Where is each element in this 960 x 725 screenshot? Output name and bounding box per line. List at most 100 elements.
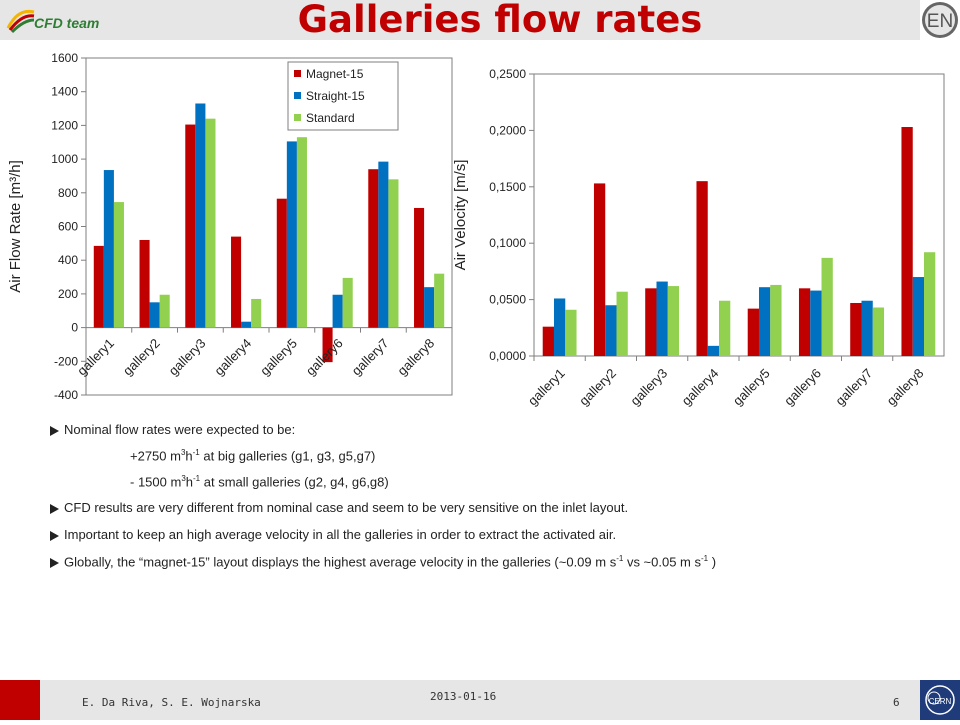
x-tick-label: gallery3 (166, 336, 209, 379)
bar (901, 127, 913, 357)
bar (241, 321, 252, 328)
y-tick-label: 400 (58, 253, 78, 267)
bar (195, 103, 206, 328)
bar (251, 298, 262, 328)
x-tick-label: gallery6 (781, 366, 824, 409)
air-flow-rate-chart: -400 -200 0 200 400 600 800 1000 1200 1400 1600 Air… (0, 44, 460, 404)
y-tick-label: -200 (54, 354, 78, 368)
y-tick-label: 0,2000 (489, 123, 526, 137)
logo-text: CFD team (34, 15, 100, 31)
bar (159, 294, 170, 328)
y-tick-label: 600 (58, 220, 78, 234)
bar (605, 305, 617, 356)
x-tick-label: gallery5 (257, 336, 300, 379)
footer-authors: E. Da Riva, S. E. Wojnarska (82, 696, 261, 709)
x-tick-label: gallery3 (627, 366, 670, 409)
bar (696, 181, 708, 356)
bar (414, 207, 425, 328)
y-tick-label: 0,1000 (489, 236, 526, 250)
x-tick-label: gallery7 (349, 336, 392, 379)
x-tick-label: gallery2 (120, 336, 163, 379)
bar (103, 170, 114, 328)
x-tick-label: gallery8 (394, 336, 437, 379)
bullet-item: Important to keep an high average veloci… (64, 527, 617, 542)
bar (388, 179, 399, 328)
legend-label: Straight-15 (306, 89, 365, 103)
y-axis-label: Air Velocity [m/s] (452, 160, 469, 271)
bar (593, 183, 606, 356)
y-tick-label: 1000 (51, 152, 78, 166)
bar (378, 161, 389, 328)
bar (810, 290, 822, 356)
bar (231, 236, 242, 328)
legend: Magnet-15 Straight-15 Standard (287, 61, 399, 131)
bar (645, 288, 657, 356)
bullet-item: CFD results are very different from nomi… (64, 500, 629, 515)
bullet-item: Nominal flow rates were expected to be: (64, 422, 296, 437)
bar (368, 169, 379, 328)
bar (185, 124, 196, 328)
bar (747, 308, 759, 356)
en-badge-text: EN (927, 11, 953, 32)
bullet-subitem: - 1500 m3h-1 at small galleries (g2, g4,… (130, 474, 389, 490)
x-tick-label: gallery4 (211, 336, 254, 379)
legend-label: Standard (306, 111, 355, 125)
en-badge: EN (920, 0, 960, 40)
footer-bar (0, 680, 960, 720)
bullet-arrow-icon (50, 504, 60, 514)
bullet-arrow-icon (50, 558, 60, 568)
y-tick-label: 1400 (51, 85, 78, 99)
y-tick-label: 0,0500 (489, 293, 526, 307)
y-axis-label: Air Flow Rate [m³/h] (7, 160, 24, 293)
x-tick-label: gallery1 (525, 366, 568, 409)
bullet-item: Globally, the “magnet-15” layout display… (64, 554, 717, 570)
page-title: Galleries flow rates (297, 0, 703, 41)
bar (656, 281, 668, 356)
x-tick-label: gallery4 (679, 366, 722, 409)
legend-box (287, 61, 399, 131)
bar (565, 309, 577, 356)
legend-swatch (294, 114, 301, 121)
svg-text:CERN: CERN (929, 697, 952, 706)
y-tick-label: 200 (58, 287, 78, 301)
x-tick-label: gallery7 (832, 366, 875, 409)
bar (821, 257, 833, 356)
bar (276, 198, 287, 328)
bar (113, 202, 124, 328)
bar (296, 137, 307, 328)
footer-date: 2013-01-16 (430, 690, 497, 703)
cfd-team-logo: CFD team (4, 4, 122, 36)
bar (667, 286, 680, 356)
bar (205, 118, 216, 328)
legend-swatch (294, 70, 301, 77)
bar (342, 277, 353, 328)
bar (542, 326, 554, 356)
x-tick-label: gallery1 (74, 336, 117, 379)
cern-logo: CERN (920, 680, 960, 720)
footer-accent (0, 680, 40, 720)
legend-swatch (294, 92, 301, 99)
bar (798, 288, 811, 356)
bullet-arrow-icon (50, 531, 60, 541)
bar (616, 291, 628, 356)
y-tick-label: 0,1500 (489, 180, 526, 194)
header-bar (0, 0, 920, 40)
air-velocity-chart: 0,0000 0,0500 0,1000 0,1500 0,2000 0,2500 Air … (440, 44, 960, 444)
y-tick-label: -400 (54, 388, 78, 402)
y-tick-label: 0 (71, 321, 78, 335)
bar (719, 300, 731, 356)
bullet-arrow-icon (50, 426, 60, 436)
bar (286, 141, 297, 328)
bar (861, 300, 873, 356)
bar (139, 239, 150, 328)
bullet-subitem: +2750 m3h-1 at big galleries (g1, g3, g5… (130, 448, 376, 464)
bar (332, 294, 343, 328)
y-tick-label: 0,0000 (489, 349, 526, 363)
x-tick-label: gallery5 (730, 366, 773, 409)
y-tick-label: 1600 (51, 51, 78, 65)
bar (872, 307, 885, 356)
bar (93, 245, 104, 328)
page-number: 6 (893, 696, 900, 709)
x-tick-label: gallery8 (884, 366, 927, 409)
y-tick-label: 1200 (51, 118, 78, 132)
